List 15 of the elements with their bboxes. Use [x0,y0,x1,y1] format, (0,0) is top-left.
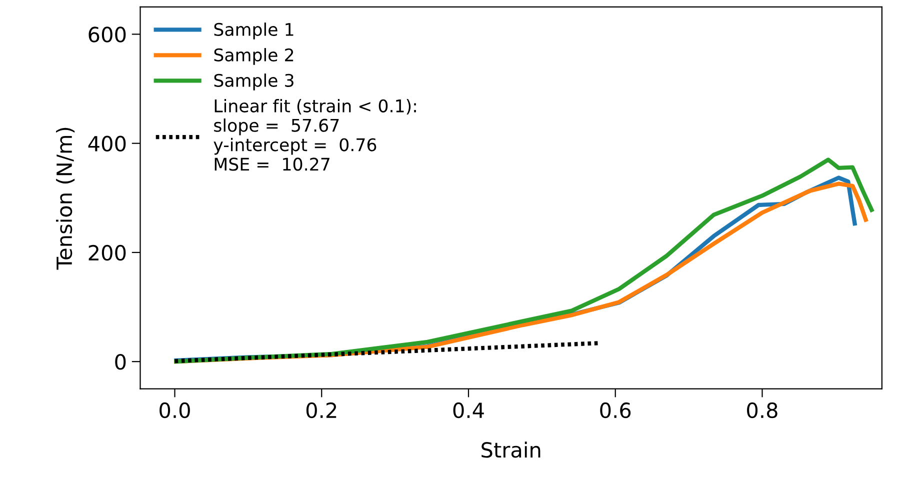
y-tick-label: 600 [88,26,126,42]
x-tick-label: 0.2 [306,402,336,418]
legend-label: Linear fit (strain < 0.1): slope = 57.67 y-intercept = 0.76 MSE = 10.27 [214,99,416,171]
x-tick-label: 0.6 [600,402,631,418]
y-tick-label: 0 [115,354,126,370]
x-tick-label: 0.8 [747,402,778,418]
legend-label: Sample 1 [214,22,294,40]
y-tick-label: 200 [88,244,126,261]
x-tick-label: 0.4 [453,402,484,418]
x-tick-label: 0.0 [160,402,190,418]
y-tick-label: 400 [88,136,126,152]
y-axis-title: Tension (N/m) [56,128,75,270]
x-axis-title: Strain [482,442,540,458]
legend-label: Sample 3 [214,74,294,90]
legend-label: Sample 2 [214,48,294,65]
